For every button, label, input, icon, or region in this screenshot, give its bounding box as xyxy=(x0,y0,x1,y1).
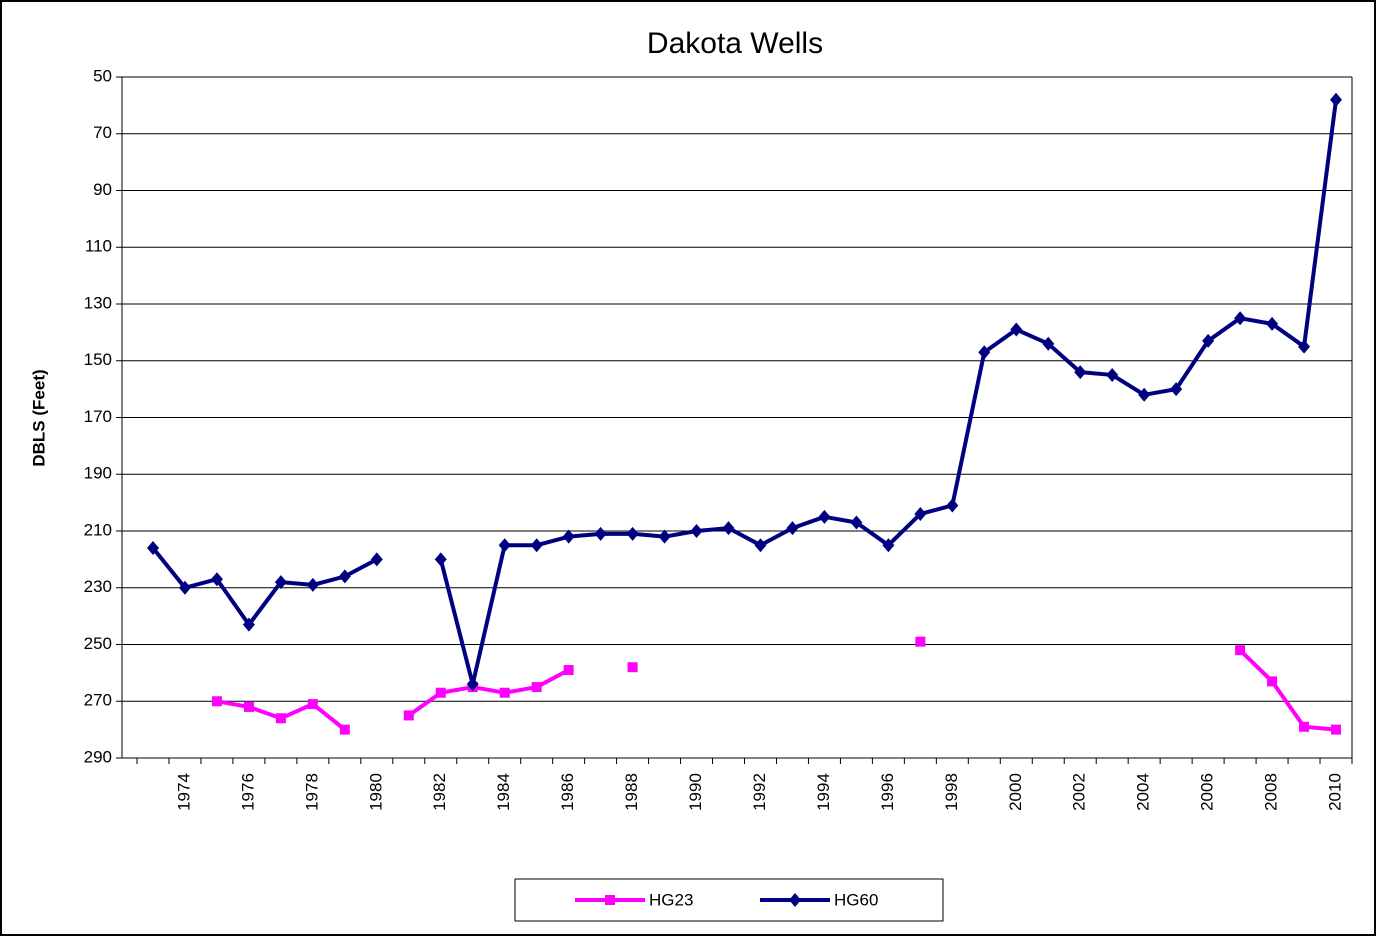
data-point xyxy=(498,538,511,553)
x-tick-label: 1988 xyxy=(622,773,641,811)
data-point xyxy=(915,636,926,647)
data-point xyxy=(339,724,350,735)
y-tick-label: 110 xyxy=(85,237,112,256)
legend-label: HG60 xyxy=(834,890,878,909)
x-tick-label: 2006 xyxy=(1198,773,1217,811)
data-point xyxy=(338,569,351,584)
data-point xyxy=(1170,382,1183,397)
x-tick-label: 1998 xyxy=(942,773,961,811)
y-tick-label: 70 xyxy=(93,123,112,142)
y-axis-label: DBLS (Feet) xyxy=(29,369,48,466)
data-point xyxy=(786,521,799,536)
x-tick-label: 1976 xyxy=(238,773,257,811)
y-tick-label: 170 xyxy=(84,407,112,426)
data-point xyxy=(1299,721,1310,732)
data-point xyxy=(210,572,223,587)
data-point xyxy=(242,617,255,632)
y-tick-label: 150 xyxy=(84,350,112,369)
data-point xyxy=(754,538,767,553)
data-point xyxy=(818,509,831,524)
y-tick-label: 130 xyxy=(84,293,112,312)
x-tick-label: 2000 xyxy=(1006,773,1025,811)
data-point xyxy=(563,665,574,676)
data-point xyxy=(1330,92,1343,107)
data-point xyxy=(882,538,895,553)
data-point xyxy=(243,701,254,712)
x-tick-label: 2010 xyxy=(1325,773,1344,811)
data-point xyxy=(178,580,191,595)
data-point xyxy=(946,498,959,513)
data-point xyxy=(370,552,383,567)
data-point xyxy=(1042,336,1055,351)
data-point xyxy=(435,687,446,698)
y-tick-label: 230 xyxy=(84,577,112,596)
y-tick-label: 50 xyxy=(93,66,112,85)
data-point xyxy=(627,662,638,673)
y-tick-label: 290 xyxy=(84,747,112,766)
x-tick-label: 1974 xyxy=(174,773,193,811)
data-point xyxy=(274,575,287,590)
x-tick-label: 1982 xyxy=(430,773,449,811)
data-point xyxy=(626,526,639,541)
data-point xyxy=(434,552,447,567)
data-point xyxy=(1074,365,1087,380)
x-tick-label: 1986 xyxy=(558,773,577,811)
data-point xyxy=(658,529,671,544)
data-point xyxy=(275,713,286,724)
data-point xyxy=(914,506,927,521)
data-point xyxy=(1138,387,1151,402)
data-point xyxy=(403,710,414,721)
y-tick-label: 270 xyxy=(84,691,112,710)
data-point xyxy=(1266,316,1279,331)
data-point xyxy=(1202,333,1215,348)
legend-label: HG23 xyxy=(649,890,693,909)
chart-title: Dakota Wells xyxy=(647,27,823,60)
data-point xyxy=(146,541,159,556)
legend-marker xyxy=(605,895,615,905)
data-point xyxy=(562,529,575,544)
data-point xyxy=(530,538,543,553)
x-tick-label: 2002 xyxy=(1070,773,1089,811)
x-tick-label: 2004 xyxy=(1134,773,1153,811)
data-point xyxy=(850,515,863,530)
y-tick-label: 190 xyxy=(84,464,112,483)
data-point xyxy=(306,577,319,592)
x-tick-label: 1980 xyxy=(366,773,385,811)
x-tick-label: 1994 xyxy=(814,773,833,811)
data-point xyxy=(211,696,222,707)
x-tick-label: 1992 xyxy=(750,773,769,811)
y-tick-label: 210 xyxy=(84,520,112,539)
data-point xyxy=(1235,645,1246,656)
data-point xyxy=(1331,724,1342,735)
data-point xyxy=(307,699,318,710)
x-tick-label: 1996 xyxy=(878,773,897,811)
data-point xyxy=(1010,322,1023,337)
data-point xyxy=(1234,311,1247,326)
x-tick-label: 1990 xyxy=(686,773,705,811)
y-tick-label: 250 xyxy=(84,634,112,653)
data-point xyxy=(978,345,991,360)
data-point xyxy=(722,521,735,536)
data-point xyxy=(499,687,510,698)
data-point xyxy=(690,524,703,538)
data-point xyxy=(466,677,479,692)
legend-marker xyxy=(789,893,801,907)
data-point xyxy=(1106,367,1119,382)
data-point xyxy=(531,682,542,693)
y-tick-label: 90 xyxy=(93,180,112,199)
x-tick-label: 2008 xyxy=(1262,773,1281,811)
data-point xyxy=(1267,676,1278,687)
x-tick-label: 1984 xyxy=(494,773,513,811)
data-point xyxy=(594,526,607,541)
x-tick-label: 1978 xyxy=(302,773,321,811)
data-point xyxy=(1298,339,1311,354)
